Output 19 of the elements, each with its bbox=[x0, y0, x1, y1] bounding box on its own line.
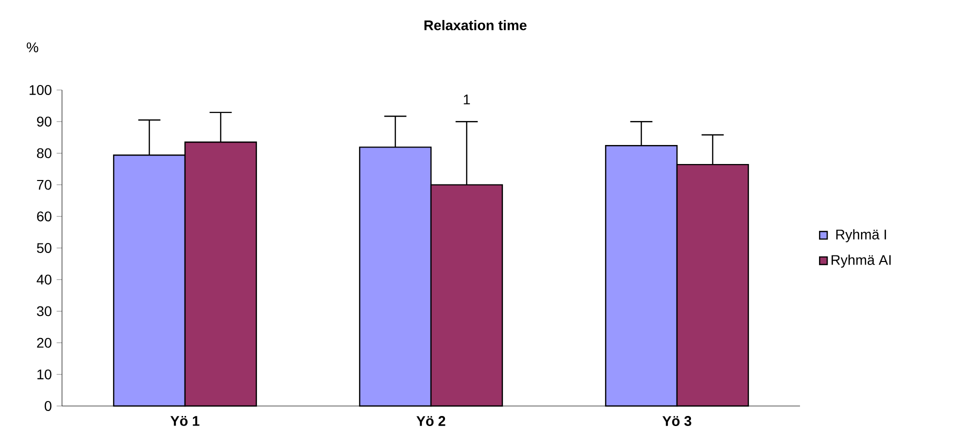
legend-label: Ryhmä I bbox=[836, 229, 886, 242]
y-tick-label: 70 bbox=[37, 180, 52, 190]
y-tick-label: 30 bbox=[36, 306, 52, 316]
x-tick-label: Yö 3 bbox=[662, 416, 692, 426]
y-tick-label: 50 bbox=[36, 243, 52, 253]
y-tick-label: 90 bbox=[37, 116, 52, 127]
x-tick-label: Yö 2 bbox=[416, 416, 446, 426]
y-axis-title: % bbox=[26, 42, 38, 52]
y-tick-label: 100 bbox=[30, 85, 52, 95]
y-tick-label: 0 bbox=[44, 401, 52, 411]
y-tick-label: 40 bbox=[36, 274, 52, 285]
y-tick-label: 20 bbox=[37, 338, 52, 348]
y-tick-label: 10 bbox=[37, 369, 52, 380]
legend-label: Ryhmä AI bbox=[832, 254, 891, 268]
annotation: 1 bbox=[464, 94, 470, 104]
y-tick-label: 60 bbox=[37, 211, 52, 222]
y-tick-label: 80 bbox=[36, 148, 52, 158]
chart-title: Relaxation time bbox=[424, 20, 527, 30]
x-tick-label: Yö 1 bbox=[170, 416, 200, 426]
